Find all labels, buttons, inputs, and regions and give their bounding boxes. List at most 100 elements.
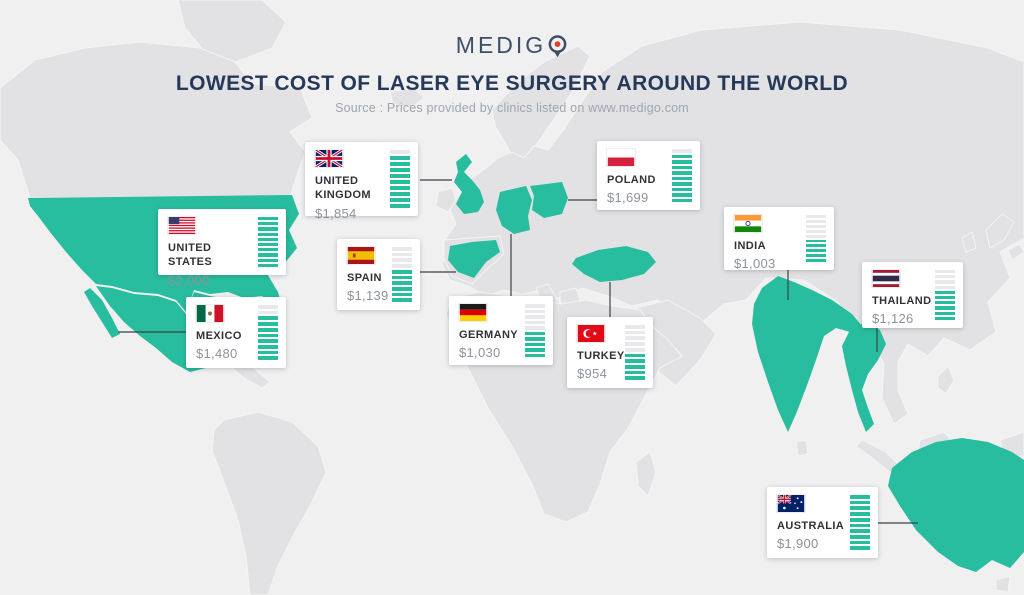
country-price: $954 [577,366,608,382]
country-name: TURKEY [577,350,625,362]
gauge-segment-empty [525,304,545,308]
price-bar-gauge [850,495,870,551]
landmass-greenland [177,0,287,63]
country-price: $1,126 [872,311,914,327]
gauge-segment-empty [672,149,692,153]
gauge-segment-filled [390,162,410,166]
gauge-segment-filled [625,370,645,375]
country-card-germany: GERMANY $1,030 [449,296,553,365]
poland-flag-icon [607,149,635,166]
gauge-segment-filled [258,356,278,361]
country-shape-poland [530,182,568,218]
gauge-segment-filled [625,353,645,358]
country-shape-mexico-baja [84,288,120,338]
landmass-madagascar [635,451,657,497]
gauge-segment-filled [258,339,278,343]
landmass-scandinavia [491,45,591,169]
country-card-india: INDIA $1,003 [724,207,834,271]
gauge-segment-filled [392,292,412,297]
united-states-flag-icon [168,217,196,234]
gauge-segment-empty [625,347,645,352]
country-name: GERMANY [459,329,519,341]
gauge-segment-filled [850,512,870,516]
country-card-united-states: UNITED STATES $2,000 [158,209,286,288]
landmass-philippines [937,365,955,395]
gauge-segment-empty [625,330,645,335]
thailand-flag-icon [872,270,900,287]
gauge-segment-filled [392,286,412,291]
gauge-segment-empty [625,325,645,329]
gauge-segment-filled [806,259,826,263]
gauge-segment-filled [525,337,545,341]
gauge-segment-filled [806,239,826,243]
gauge-segment-filled [390,198,410,202]
country-price: $1,030 [459,345,501,361]
gauge-segment-filled [258,258,278,262]
gauge-segment-filled [935,296,955,300]
country-name: SPAIN [347,272,382,284]
gauge-segment-filled [258,253,278,257]
country-shape-united-kingdom [454,154,484,214]
country-card-australia: AUSTRALIA $1,900 [767,487,878,558]
gauge-segment-empty [390,150,410,154]
gauge-segment-empty [935,275,955,279]
gauge-segment-filled [625,376,645,381]
gauge-segment-filled [258,222,278,226]
gauge-segment-empty [806,219,826,223]
gauge-segment-filled [625,364,645,369]
gauge-segment-filled [850,523,870,528]
gauge-segment-filled [392,275,412,280]
landmass-ireland [435,187,457,213]
gauge-segment-filled [850,529,870,533]
gauge-segment-filled [850,500,870,505]
gauge-segment-filled [850,517,870,522]
gauge-segment-empty [935,270,955,274]
gauge-segment-filled [525,353,545,357]
country-card-united-kingdom: UNITED KINGDOM $1,854 [305,142,418,221]
gauge-segment-empty [392,264,412,268]
gauge-segment-filled [672,171,692,175]
landmass-iceland [389,87,425,109]
gauge-segment-filled [850,534,870,539]
gauge-segment-filled [392,269,412,274]
country-name: THAILAND [872,295,932,307]
country-price: $1,699 [607,190,649,206]
gauge-segment-filled [672,187,692,191]
gauge-segment-filled [258,237,278,242]
gauge-segment-filled [525,348,545,352]
country-shape-spain [448,240,500,278]
mexico-flag-icon [196,305,224,322]
gauge-segment-filled [625,359,645,363]
gauge-segment-filled [390,192,410,196]
gauge-segment-filled [672,176,692,180]
gauge-segment-filled [392,298,412,303]
australia-flag-icon [777,495,805,512]
country-card-poland: POLAND $1,699 [597,141,700,210]
price-bar-gauge [806,215,826,263]
spain-flag-icon [347,247,375,264]
country-price: $1,900 [777,536,819,552]
price-bar-gauge [392,247,412,303]
gauge-segment-filled [390,186,410,190]
gauge-segment-empty [806,229,826,233]
landmass-korea [961,231,977,253]
germany-flag-icon [459,304,487,321]
price-bar-gauge [258,217,278,268]
country-card-turkey: TURKEY $954 [567,317,653,388]
gauge-segment-filled [525,331,545,335]
gauge-segment-filled [390,156,410,160]
gauge-segment-filled [258,227,278,231]
gauge-segment-empty [935,280,955,284]
gauge-segment-filled [390,174,410,178]
gauge-segment-empty [806,215,826,218]
country-shape-thailand [842,322,886,432]
country-shape-turkey [572,246,656,282]
gauge-segment-filled [672,154,692,158]
landmass-canada-alaska [0,41,313,199]
gauge-segment-filled [525,342,545,346]
gauge-segment-filled [258,333,278,338]
gauge-segment-filled [850,495,870,499]
gauge-segment-filled [258,243,278,247]
gauge-segment-empty [806,234,826,238]
gauge-segment-empty [392,247,412,251]
